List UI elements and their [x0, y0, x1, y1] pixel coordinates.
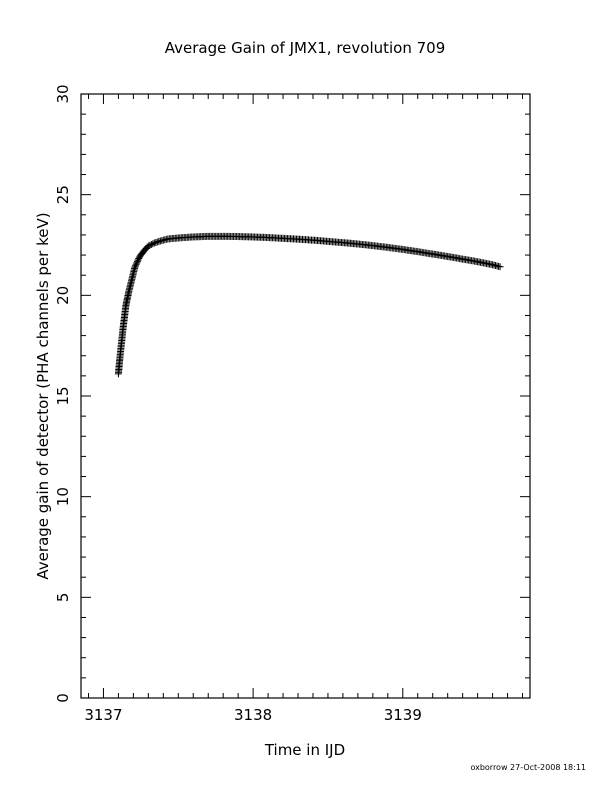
data-point-fill — [132, 262, 140, 270]
data-point — [140, 247, 148, 255]
chart-title: Average Gain of JMX1, revolution 709 — [165, 39, 446, 57]
data-point — [399, 245, 407, 253]
data-point-fill — [134, 256, 142, 264]
data-point — [309, 236, 317, 244]
data-point — [135, 253, 143, 261]
plot-frame — [80, 93, 531, 699]
data-point — [117, 340, 125, 348]
y-tick-label: 20 — [54, 286, 72, 305]
data-point — [444, 252, 452, 260]
y-tick-label: 5 — [54, 593, 72, 603]
data-point — [234, 233, 242, 241]
data-point — [116, 354, 124, 362]
data-point — [294, 235, 302, 243]
data-markers — [114, 232, 504, 378]
data-point-fill — [155, 237, 163, 245]
data-point — [156, 237, 164, 245]
x-axis-label: Time in IJD — [264, 741, 345, 759]
data-point — [354, 240, 362, 248]
data-point — [119, 326, 127, 334]
data-point — [128, 275, 136, 283]
data-point — [369, 242, 377, 250]
y-tick-labels: 0 5 10 15 20 25 30 — [54, 84, 72, 702]
data-point — [131, 263, 139, 271]
data-point — [324, 237, 332, 245]
data-point-fill — [152, 238, 160, 246]
y-tick-label: 10 — [54, 487, 72, 506]
data-point — [249, 233, 257, 241]
data-point-fill — [146, 241, 154, 249]
footer-credit: oxborrow 27-Oct-2008 18:11 — [470, 763, 586, 772]
data-point — [384, 243, 392, 251]
data-point — [125, 287, 133, 295]
y-tick-label: 15 — [54, 386, 72, 405]
y-tick-label: 30 — [54, 84, 72, 103]
data-point-fill — [132, 260, 140, 268]
x-tick-label: 3139 — [384, 706, 422, 724]
data-point — [120, 313, 128, 321]
data-point — [189, 233, 197, 241]
data-point-fill — [147, 240, 155, 248]
data-point-fill — [133, 259, 141, 267]
x-tick-labels: 3137 3138 3139 — [84, 706, 422, 724]
y-axis-label: Average gain of detector (PHA channels p… — [34, 212, 52, 579]
data-point — [219, 232, 227, 240]
data-point — [339, 239, 347, 247]
data-point — [474, 258, 482, 266]
data-point — [204, 232, 212, 240]
data-point — [279, 234, 287, 242]
y-tick-label: 0 — [54, 693, 72, 703]
data-point — [489, 261, 497, 269]
data-point — [174, 234, 182, 242]
data-point — [114, 370, 122, 378]
data-point — [496, 263, 504, 271]
x-tick-label: 3138 — [234, 706, 272, 724]
data-point — [164, 235, 172, 243]
x-tick-label: 3137 — [84, 706, 122, 724]
data-point-fill — [133, 257, 141, 265]
data-point — [122, 301, 130, 309]
data-point — [459, 255, 467, 263]
data-point — [264, 234, 272, 242]
data-point — [414, 248, 422, 256]
data-point — [429, 250, 437, 258]
data-point — [150, 239, 158, 247]
axis-ticks — [81, 93, 530, 699]
y-tick-label: 25 — [54, 185, 72, 204]
data-point-fill — [153, 238, 161, 246]
data-point — [144, 242, 152, 250]
data-point-fill — [149, 240, 157, 248]
